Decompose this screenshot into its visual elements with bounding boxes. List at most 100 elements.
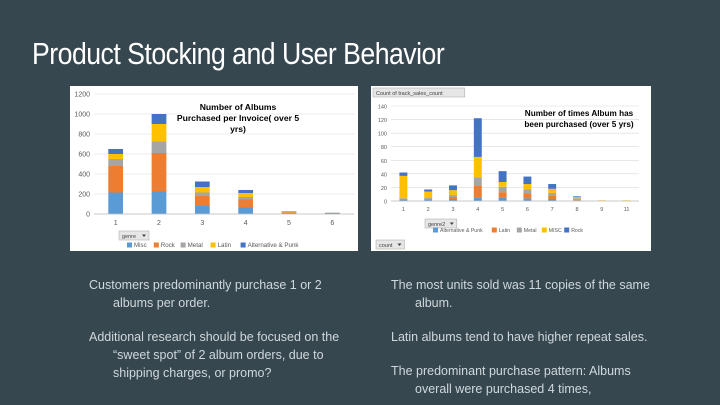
left-p2-line3: shipping charges, or promo? <box>113 366 272 380</box>
legend-label: Latin <box>499 228 510 234</box>
bar-segment <box>449 198 457 201</box>
bar-segment <box>449 194 457 197</box>
y-tick-label: 200 <box>78 192 90 199</box>
legend-swatch <box>433 227 438 233</box>
y-tick-label: 100 <box>378 132 387 138</box>
bar-segment <box>424 197 433 199</box>
left-text-block: Customers predominantly purchase 1 or 2 … <box>89 276 359 398</box>
bar-segment <box>108 166 124 193</box>
bar-segment <box>281 211 297 213</box>
field-button-axis[interactable] <box>118 230 150 241</box>
legend-swatch <box>127 242 132 248</box>
bar-segment <box>523 184 532 190</box>
bar-segment <box>573 199 581 201</box>
legend-label: Rock <box>161 242 176 249</box>
chevron-down-icon <box>397 243 402 246</box>
legend-swatch <box>153 242 159 248</box>
bar-segment <box>473 197 482 201</box>
bar-segment <box>424 199 433 201</box>
field-button-values[interactable] <box>372 87 466 98</box>
bar-segment <box>523 198 532 201</box>
albums-per-invoice-chart: 0 200 400 600 800 1000 1200 1 2 3 4 5 6 Number of Alb… <box>74 92 354 249</box>
x-tick-label: 1 <box>402 207 405 213</box>
bar-segment <box>194 206 210 214</box>
legend-swatch <box>564 227 570 233</box>
chart-title-line: Number of times Album has <box>525 109 634 118</box>
field-button-axis[interactable] <box>424 218 458 229</box>
right-paragraph-3: The predominant purchase pattern: Albums… <box>391 362 681 398</box>
chevron-down-icon <box>449 222 454 225</box>
legend-label: MISC <box>549 228 562 234</box>
x-tick-label: 7 <box>551 207 554 213</box>
chart-panel-left: 0 200 400 600 800 1000 1200 1 2 3 4 5 6 Number of Alb… <box>70 86 358 251</box>
bar-segment <box>324 212 340 214</box>
bar-segment <box>399 198 408 199</box>
x-tick-label: 1 <box>114 220 118 227</box>
album-purchase-count-chart: 0 20 40 60 80 100 120 140 1 2 3 4 5 6 7 8 9 11 Number of t… <box>372 87 639 250</box>
right-paragraph-1: The most units sold was 11 copies of the… <box>391 276 681 312</box>
bar-segment <box>108 149 124 154</box>
x-tick-label: 2 <box>427 207 430 213</box>
y-tick-label: 1000 <box>74 112 90 119</box>
bar-segment <box>548 184 557 189</box>
chart-title-line: Number of Albums <box>200 102 277 112</box>
y-tick-label: 0 <box>384 200 387 206</box>
bar-segment <box>424 191 433 198</box>
bar-segment <box>108 192 124 214</box>
legend-label: Metal <box>524 228 537 234</box>
bar-segment <box>281 212 297 213</box>
bar-segment <box>424 198 433 200</box>
x-tick-label: 6 <box>330 220 334 227</box>
bar-segment <box>281 212 297 214</box>
bar-segment <box>238 190 254 193</box>
bar-segment <box>151 141 167 153</box>
bar-segment <box>548 188 557 193</box>
bar-segment <box>473 118 482 157</box>
x-tick-label: 6 <box>526 207 529 213</box>
bar-segment <box>498 192 507 198</box>
chart-title-line: Purchased per Invoice( over 5 <box>177 113 299 123</box>
field-button-axis-label: genre2 <box>428 222 445 228</box>
legend-swatch <box>180 242 186 248</box>
left-p2-line2: “sweet spot” of 2 album orders, due to <box>113 348 324 362</box>
bar-segment <box>498 186 507 193</box>
x-tick-label: 11 <box>624 207 630 213</box>
bar-segment <box>498 171 507 182</box>
bar-segment <box>473 185 482 198</box>
right-p1-line2: album. <box>415 296 453 310</box>
y-tick-label: 60 <box>381 159 387 165</box>
y-tick-label: 140 <box>378 105 387 111</box>
bar-segment <box>194 187 210 193</box>
legend-swatch <box>240 242 246 248</box>
y-tick-label: 40 <box>381 172 387 178</box>
x-tick-label: 3 <box>200 220 204 227</box>
x-tick-label: 5 <box>501 207 504 213</box>
field-button-axis-label: genre <box>122 234 136 240</box>
chevron-down-icon <box>142 234 146 237</box>
bar-segment <box>281 211 297 212</box>
chart-title-line: been purchased (over 5 yrs) <box>524 120 633 129</box>
x-tick-label: 4 <box>244 220 248 227</box>
bar-segment <box>449 185 457 191</box>
bar-segment <box>523 193 532 199</box>
legend-label: Misc <box>134 242 147 249</box>
bar-segment <box>473 156 482 178</box>
bar-segment <box>238 199 254 208</box>
x-tick-label: 5 <box>287 220 291 227</box>
bar-segment <box>399 199 408 201</box>
left-paragraph-2: Additional research should be focused on… <box>89 328 359 382</box>
y-tick-label: 1200 <box>74 92 90 99</box>
y-tick-label: 20 <box>381 186 387 192</box>
bar-segment <box>548 198 557 201</box>
bar-segment <box>424 189 433 192</box>
slide-title: Product Stocking and User Behavior <box>32 36 445 71</box>
bar-segment <box>399 198 408 200</box>
legend-label: Rock <box>571 228 583 234</box>
bar-segment <box>498 182 507 187</box>
bar-segment <box>194 181 210 187</box>
bar-segment <box>194 192 210 196</box>
bar-segment <box>548 192 557 196</box>
bar-segment <box>238 193 254 197</box>
field-button-count[interactable] <box>375 239 405 250</box>
right-p3-line1: The predominant purchase pattern: Albums <box>391 364 631 378</box>
